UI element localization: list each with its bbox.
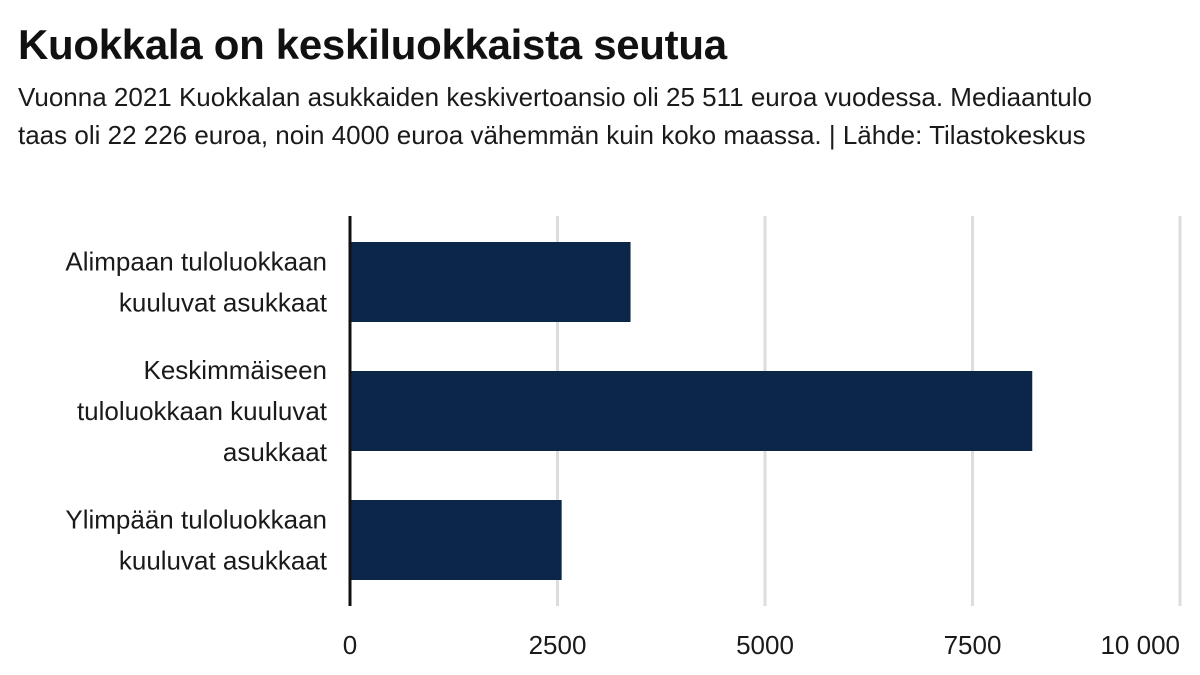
- bar-3: [350, 500, 562, 580]
- category-label-line: kuuluvat asukkaat: [119, 288, 328, 318]
- bar-2: [350, 371, 1033, 451]
- category-label-line: Ylimpään tuloluokkaan: [65, 505, 327, 535]
- category-label-line: kuuluvat asukkaat: [119, 546, 328, 576]
- x-tick-labels: 0 2500 5000 7500 10 000: [343, 630, 1180, 660]
- category-label-2: Keskimmäiseen tuloluokkaan kuuluvat asukka…: [77, 355, 328, 467]
- x-tick-label: 7500: [944, 630, 1002, 660]
- x-tick-label: 2500: [529, 630, 587, 660]
- category-label-line: asukkaat: [223, 437, 328, 467]
- x-tick-label: 0: [343, 630, 357, 660]
- category-label-line: tuloluokkaan kuuluvat: [77, 396, 328, 426]
- bar-1: [350, 242, 631, 322]
- chart-subtitle: Vuonna 2021 Kuokkalan asukkaiden keskive…: [18, 82, 1092, 150]
- bars: [350, 242, 1033, 580]
- x-tick-label: 5000: [736, 630, 794, 660]
- category-label-line: Alimpaan tuloluokkaan: [65, 247, 327, 277]
- category-label-3: Ylimpään tuloluokkaan kuuluvat asukkaat: [65, 505, 327, 576]
- category-label-line: Keskimmäiseen: [143, 355, 327, 385]
- category-label-1: Alimpaan tuloluokkaan kuuluvat asukkaat: [65, 247, 327, 318]
- chart-title: Kuokkala on keskiluokkaista seutua: [18, 21, 727, 68]
- category-labels: Alimpaan tuloluokkaan kuuluvat asukkaat Ke…: [65, 247, 327, 576]
- x-tick-label: 10 000: [1100, 630, 1180, 660]
